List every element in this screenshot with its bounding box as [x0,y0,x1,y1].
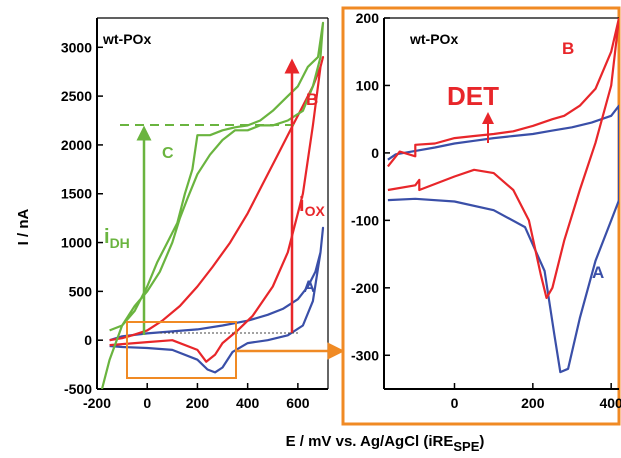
label-C: C [162,145,174,162]
inset-series-a [387,104,619,374]
main-ytick-label: 2000 [61,137,92,153]
inset-chart: -300 -200 -100 0 100 200 0 200 400 wt-POx B A DE… [341,6,621,426]
label-B: B [306,90,318,109]
inset-label-A: A [592,263,604,282]
inset-ytick-label: -300 [351,347,379,363]
main-ytick-label: -500 [64,381,92,397]
inset-frame [341,6,621,426]
main-xtick-label: 400 [236,395,260,411]
main-chart-title: wt-POx [102,31,151,47]
label-idh: iDH [104,226,130,251]
main-ytick-label: 3000 [61,39,92,55]
main-ytick-label: 500 [69,283,93,299]
inset-ytick-label: -100 [351,212,379,228]
label-iox: iOX [299,194,325,219]
inset-xtick-label: 400 [599,395,621,411]
inset-ytick-label: 0 [371,145,379,161]
main-ytick-label: 1000 [61,235,92,251]
inset-xtick-label: 0 [451,395,459,411]
main-xtick-label: 0 [143,395,151,411]
label-A: A [303,277,315,296]
main-xtick-label: 200 [186,395,210,411]
inset-chart-title: wt-POx [409,31,458,47]
inset-ytick-label: -200 [351,280,379,296]
inset-label-B: B [562,39,574,58]
inset-series-b [387,18,619,299]
zoom-region-box [126,321,237,379]
main-series-a [109,226,325,374]
main-ytick-label: 0 [84,332,92,348]
main-xtick-label: 600 [286,395,310,411]
inset-xtick-label: 200 [521,395,545,411]
main-ytick-label: 1500 [61,186,92,202]
inset-ytick-label: 100 [356,77,380,93]
y-axis-label: I / nA [15,209,32,246]
main-ytick-label: 2500 [61,88,92,104]
main-series-c [100,21,325,389]
main-series-b [109,55,325,363]
main-xtick-label: -200 [83,395,111,411]
inset-label-DET: DET [447,81,499,111]
inset-ytick-label: 200 [356,10,380,26]
x-axis-label: E / mV vs. Ag/AgCl (iRESPE) [286,433,485,454]
main-chart: -500 0 500 1000 1500 2000 2500 3000 -200 0 200 400 6… [61,17,345,411]
